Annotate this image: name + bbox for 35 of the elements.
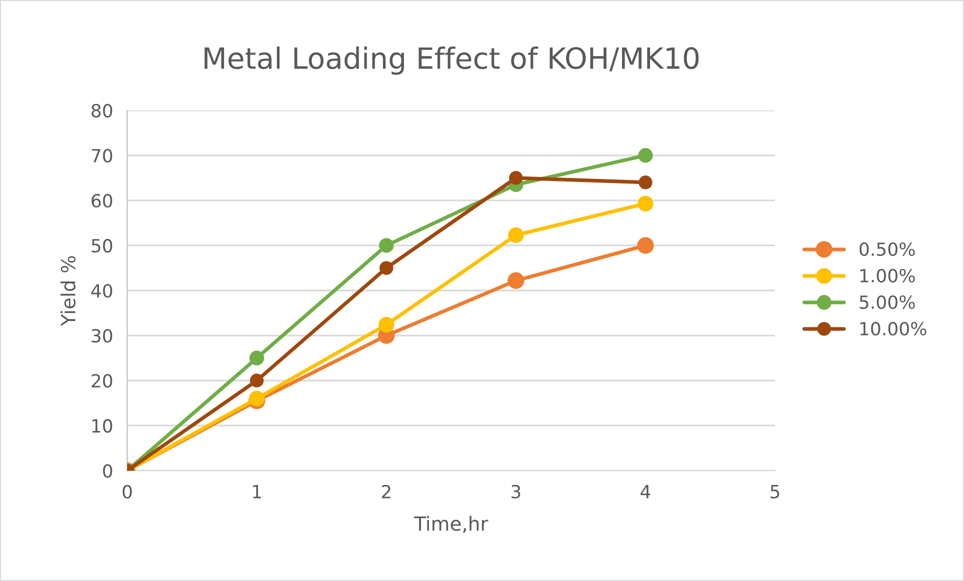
y-tick-label: 70 [92,148,112,163]
x-tick-label: 4 [640,485,650,498]
point [508,272,524,289]
point [508,227,524,243]
y-tick-label: 60 [92,194,112,208]
y-tick-label: 30 [92,328,112,343]
point [638,148,653,163]
legend-label: 5.00% [860,295,915,309]
legend-label: 1.00% [860,268,915,282]
x-tick-label: 3 [512,484,520,498]
x-tick-label: 1 [253,485,261,498]
point [378,316,394,333]
y-axis-title: Yield % [60,256,76,326]
point [509,171,523,185]
x-tick-label: 5 [770,485,780,498]
y-tick-label: 40 [91,284,112,298]
y-tick-label: 0 [103,464,112,478]
point [248,390,265,406]
y-tick-label: 80 [92,104,112,118]
point [638,196,654,212]
point [249,350,264,366]
point [638,176,652,190]
y-tick-label: 20 [92,374,112,388]
legend-label: 0.50% [860,242,915,256]
x-tick-label: 0 [122,484,132,498]
y-tick-label: 50 [92,238,112,253]
legend-label: 10.00% [860,322,926,336]
x-tick-label: 2 [382,484,390,498]
y-tick-label: 10 [92,419,112,433]
point [250,374,264,388]
x-axis-title: Time,hr [414,516,488,533]
point [379,238,394,253]
point [637,237,654,254]
point [379,261,394,275]
chart-title: Metal Loading Effect of KOH/MK10 [204,46,699,75]
